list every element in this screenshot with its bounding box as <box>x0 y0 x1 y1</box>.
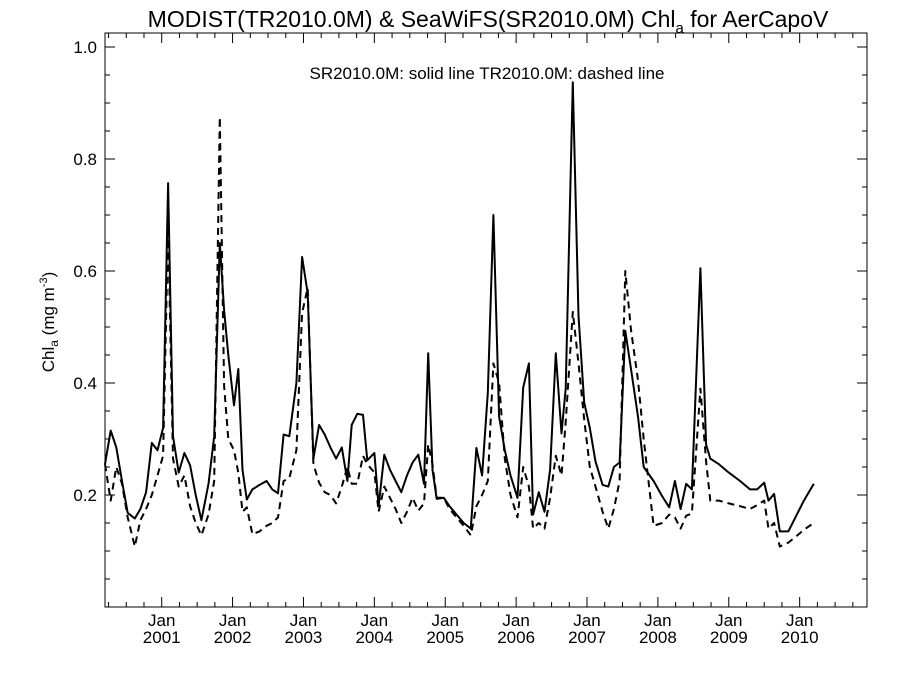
x-tick-month-label: Jan <box>361 611 388 630</box>
x-tick-month-label: Jan <box>290 611 317 630</box>
x-axis-ticks: Jan2001Jan2002Jan2003Jan2004Jan2005Jan20… <box>108 33 854 647</box>
y-tick-label: 0.8 <box>73 150 97 169</box>
x-tick-year-label: 2010 <box>781 628 819 647</box>
chart-title-main: MODIST(TR2010.0M) & SeaWiFS(SR2010.0M) C… <box>148 6 676 32</box>
x-tick-year-label: 2001 <box>143 628 181 647</box>
x-tick-year-label: 2008 <box>639 628 677 647</box>
y-tick-label: 1.0 <box>73 38 97 57</box>
x-tick-month-label: Jan <box>573 611 600 630</box>
x-tick-month-label: Jan <box>219 611 246 630</box>
series-line-tr2010-0m <box>104 116 815 548</box>
x-tick-month-label: Jan <box>715 611 742 630</box>
y-tick-label: 0.4 <box>73 374 97 393</box>
y-axis-label-subscript: a <box>47 340 61 347</box>
x-tick-month-label: Jan <box>502 611 529 630</box>
x-tick-year-label: 2007 <box>568 628 606 647</box>
y-axis-label-close: ) <box>39 272 58 278</box>
y-axis-label: Chla (mg m-3) <box>38 272 61 373</box>
y-tick-label: 0.6 <box>73 262 97 281</box>
series-line-sr2010-0m <box>104 81 815 533</box>
y-axis-label-main: Chl <box>39 347 58 373</box>
x-tick-month-label: Jan <box>644 611 671 630</box>
chart-title-tail: for AerCapoV <box>684 6 829 32</box>
x-tick-year-label: 2004 <box>355 628 393 647</box>
plot-lines <box>104 81 815 548</box>
x-tick-year-label: 2003 <box>285 628 323 647</box>
y-axis-ticks: 0.2 0.4 0.6 0.8 1.0 <box>73 38 867 580</box>
chart-title-subscript: a <box>676 20 685 37</box>
x-tick-month-label: Jan <box>786 611 813 630</box>
chart-title: MODIST(TR2010.0M) & SeaWiFS(SR2010.0M) C… <box>148 6 829 37</box>
x-tick-year-label: 2009 <box>710 628 748 647</box>
plot-frame <box>104 32 868 608</box>
x-tick-year-label: 2005 <box>426 628 464 647</box>
y-axis-label-superscript: -3 <box>38 277 50 287</box>
line-style-annotation: SR2010.0M: solid line TR2010.0M: dashed … <box>309 64 664 83</box>
x-tick-month-label: Jan <box>432 611 459 630</box>
y-tick-label: 0.2 <box>73 486 97 505</box>
x-tick-year-label: 2006 <box>497 628 535 647</box>
x-tick-year-label: 2002 <box>214 628 252 647</box>
x-tick-month-label: Jan <box>148 611 175 630</box>
y-axis-label-unit: (mg m <box>39 287 58 340</box>
